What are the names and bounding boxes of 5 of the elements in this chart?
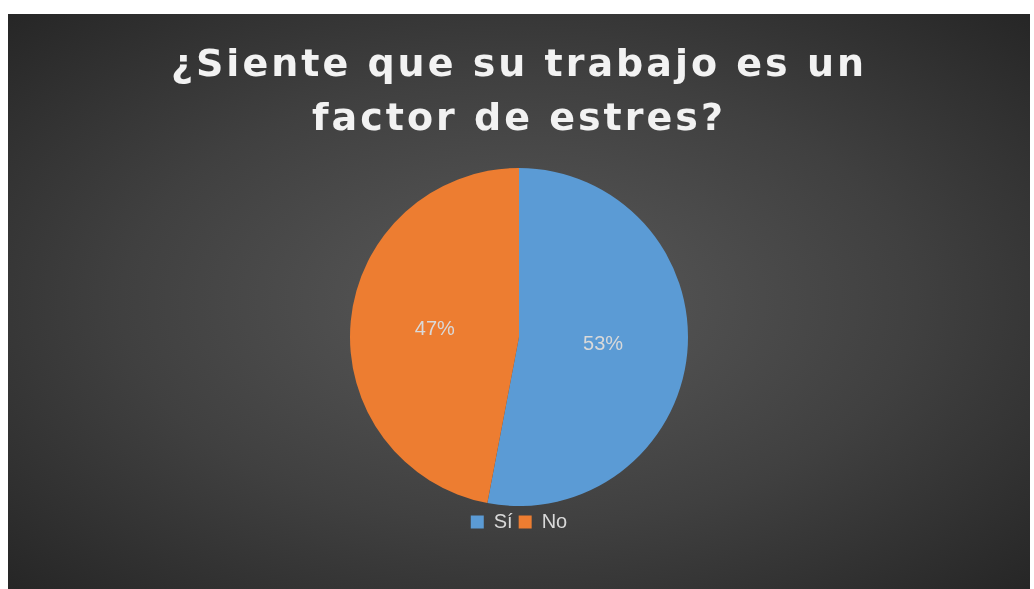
data-label: 47% [414,316,456,339]
legend-label: Sí [493,509,514,532]
data-label: 53% [583,332,624,355]
legend-label: No [541,509,568,532]
chart-title: ¿Siente que su trabajo es un factor de estres? [169,40,869,141]
